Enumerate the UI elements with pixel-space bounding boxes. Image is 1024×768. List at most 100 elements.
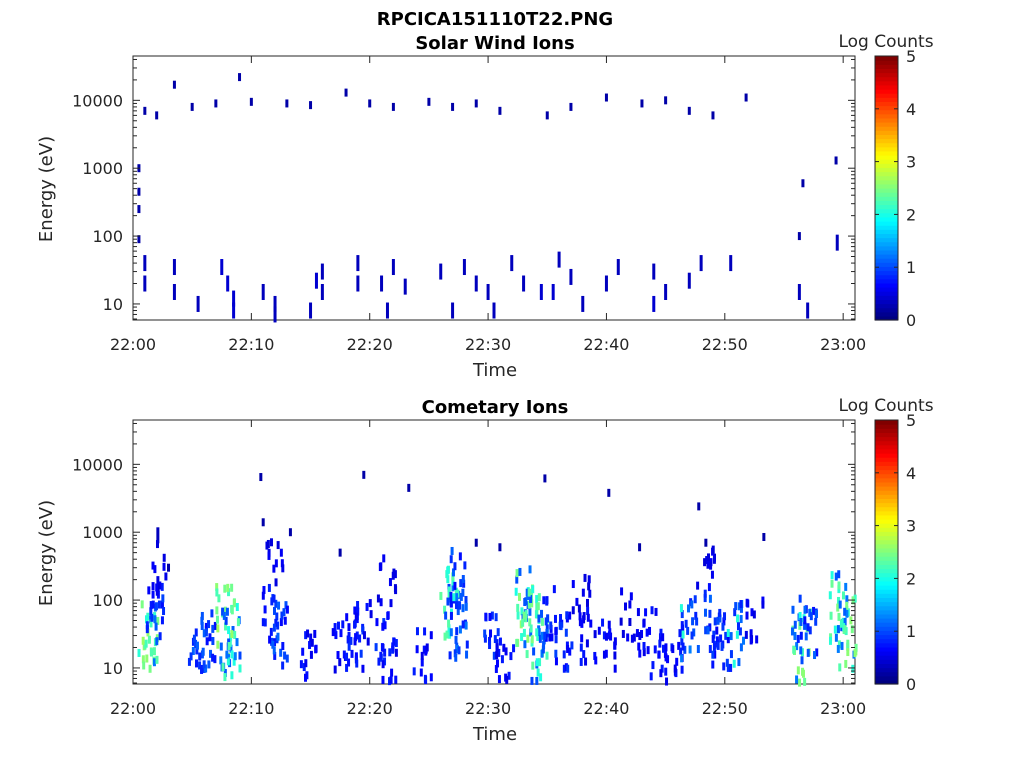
data-cell	[690, 631, 694, 640]
data-cell	[803, 616, 807, 625]
data-cell	[217, 594, 221, 603]
data-cell	[156, 576, 160, 585]
data-cell	[474, 275, 478, 292]
data-cell	[301, 647, 305, 656]
colorbar-segment	[875, 510, 898, 516]
data-cell	[696, 581, 700, 590]
data-cell	[155, 655, 159, 664]
data-cell	[704, 608, 708, 617]
data-cell	[392, 637, 396, 646]
data-cell	[845, 601, 849, 610]
colorbar-segment	[875, 618, 898, 623]
data-cell	[454, 635, 458, 644]
data-cell	[382, 554, 386, 563]
data-cell	[800, 648, 804, 657]
data-cell	[699, 255, 703, 272]
data-cell	[739, 604, 743, 613]
data-cell	[673, 664, 677, 673]
data-cell	[604, 275, 608, 292]
colorbar-segment	[875, 245, 898, 251]
data-cell	[361, 664, 365, 673]
colorbar-segment	[875, 531, 898, 537]
colorbar-segment	[875, 580, 898, 586]
data-cell	[718, 614, 722, 623]
colorbar-segment	[875, 68, 898, 74]
data-cell	[459, 592, 463, 601]
data-cell	[347, 642, 351, 651]
data-cell	[192, 634, 196, 643]
data-cell	[149, 607, 153, 616]
data-cell	[851, 664, 855, 673]
data-cell	[208, 633, 212, 642]
data-cell	[345, 652, 349, 661]
data-cell	[273, 638, 277, 647]
data-cell	[263, 605, 267, 614]
data-cell	[640, 630, 644, 639]
colorbar-segment	[875, 593, 898, 598]
data-cell	[160, 616, 164, 625]
colorbar-segment	[875, 663, 898, 669]
data-cell	[447, 624, 451, 633]
data-cell	[736, 614, 740, 623]
data-cell	[708, 609, 712, 618]
data-cell	[662, 644, 666, 653]
colorbar-tick-label: 0	[906, 311, 916, 330]
data-cell	[837, 570, 841, 579]
data-cell	[680, 621, 684, 630]
data-cell	[683, 645, 687, 654]
colorbar-segment	[875, 461, 898, 466]
colorbar-segment	[875, 465, 898, 471]
colorbar-segment	[875, 200, 898, 206]
colorbar-segment	[875, 547, 898, 553]
data-cell	[451, 102, 455, 111]
data-cell	[734, 602, 738, 611]
data-cell	[309, 633, 313, 642]
data-cell	[650, 606, 654, 615]
data-cell	[207, 660, 211, 669]
data-cell	[580, 619, 584, 628]
data-cell	[377, 657, 381, 666]
data-cell	[722, 617, 726, 626]
data-cell	[798, 678, 802, 687]
data-cell	[516, 611, 520, 620]
data-cell	[453, 649, 457, 658]
data-cell	[587, 575, 591, 584]
data-cell	[314, 644, 318, 653]
data-cell	[141, 655, 145, 664]
data-cell	[345, 663, 349, 672]
data-cell	[801, 669, 805, 678]
data-cell	[232, 290, 236, 307]
data-cell	[675, 657, 679, 666]
colorbar-segment	[875, 527, 898, 532]
data-cell	[394, 586, 398, 595]
data-cell	[750, 608, 754, 617]
data-cell	[660, 664, 664, 673]
data-cell	[744, 93, 748, 102]
data-cell	[854, 643, 858, 652]
data-cell	[235, 638, 239, 647]
data-cell	[578, 612, 582, 621]
data-cell	[353, 637, 357, 646]
data-cell	[637, 642, 641, 651]
data-cell	[448, 630, 452, 639]
data-cell	[276, 621, 280, 630]
data-cell	[559, 614, 563, 623]
data-cell	[793, 620, 797, 629]
data-cell	[391, 102, 395, 111]
data-cell	[704, 538, 708, 547]
colorbar-tick-label: 3	[906, 153, 916, 172]
colorbar-segment	[875, 486, 898, 491]
data-cell	[368, 99, 372, 108]
data-cell	[347, 623, 351, 632]
data-cell	[353, 606, 357, 615]
data-cell	[494, 613, 498, 622]
data-cell	[198, 652, 202, 661]
data-cell	[415, 645, 419, 654]
data-cell	[745, 611, 749, 620]
colorbar-segment	[875, 142, 898, 148]
data-cell	[320, 283, 324, 300]
data-cell	[385, 302, 389, 319]
data-cell	[722, 662, 726, 671]
data-cell	[569, 102, 573, 111]
data-cell	[568, 611, 572, 620]
